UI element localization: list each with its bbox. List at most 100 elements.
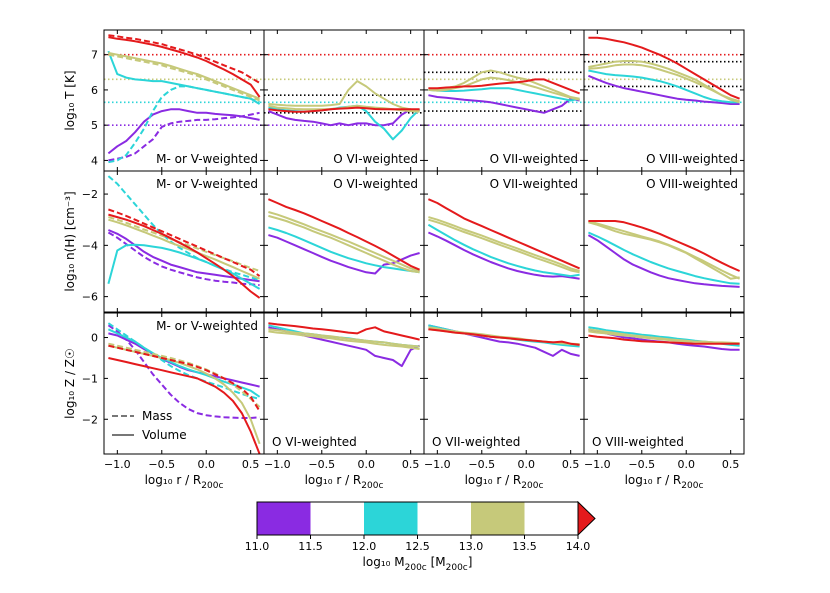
- x-axis-label: log₁₀ r / R200c: [465, 473, 544, 491]
- panel-label: O VII-weighted: [490, 177, 578, 191]
- series-line: [108, 213, 261, 299]
- x-tick-label: 0.0: [357, 458, 375, 471]
- colorbar-bin: [257, 502, 311, 535]
- series-line: [427, 231, 580, 280]
- y-tick-label: 6: [91, 84, 98, 97]
- series-line: [107, 322, 260, 400]
- series-line: [108, 342, 261, 408]
- colorbar-tick-label: 14.0: [566, 540, 591, 553]
- series-line: [588, 220, 741, 280]
- panel: −1.0 −0.5 0.0 0.5 O VII-weighted: [423, 312, 585, 471]
- panel: O VI-weighted: [263, 170, 425, 313]
- series-line: [107, 108, 260, 155]
- y-tick-label: −2: [82, 188, 98, 201]
- x-tick-label: −1.0: [264, 458, 291, 471]
- colorbar-label-main: log₁₀ M: [363, 555, 405, 569]
- y-tick-label: −1: [82, 372, 98, 385]
- series-line: [588, 63, 740, 103]
- panel-label: O VIII-weighted: [646, 152, 738, 166]
- panel-label: M- or V-weighted: [156, 319, 258, 333]
- series-line: [428, 76, 580, 101]
- panel-frame: [423, 312, 585, 455]
- series-line: [108, 51, 260, 100]
- x-tick-label: −0.5: [308, 458, 335, 471]
- x-tick-label: −1.0: [424, 458, 451, 471]
- series-line: [108, 111, 260, 162]
- colorbar-tick-label: 12.0: [352, 540, 377, 553]
- colorbar-bin: [364, 502, 418, 535]
- y-tick-label: 7: [91, 49, 98, 62]
- series-line: [108, 332, 260, 388]
- x-tick-label: 0.5: [562, 458, 580, 471]
- panel: O VII-weighted: [423, 170, 585, 313]
- series-line: [108, 344, 261, 445]
- series-line: [587, 231, 740, 285]
- series-line: [428, 218, 580, 274]
- x-tick-label: −1.0: [584, 458, 611, 471]
- series-line: [428, 94, 580, 114]
- y-tick-label: 0: [91, 332, 98, 345]
- x-axis-label-main: log₁₀ r / R: [145, 473, 202, 487]
- series-line: [268, 108, 420, 127]
- x-tick-label: 0.5: [242, 458, 260, 471]
- panel: 4 5 6 7 M- or V-weighted: [91, 29, 265, 172]
- x-tick-label: 0.0: [677, 458, 695, 471]
- series-line: [428, 78, 580, 95]
- panel-frame: [263, 29, 425, 172]
- panel-label: M- or V-weighted: [156, 152, 258, 166]
- series-line: [108, 53, 260, 102]
- colorbar-label-unit-sub: 200c: [446, 563, 468, 573]
- panel: O VIII-weighted: [583, 170, 745, 313]
- series-line: [427, 223, 580, 278]
- x-axis-label-sub: 200c: [681, 481, 703, 491]
- series-line: [108, 208, 261, 277]
- colorbar-label: log₁₀ M200c [M200c]: [363, 555, 473, 573]
- colorbar-bin: [471, 502, 525, 535]
- x-axis-label-sub: 200c: [201, 481, 223, 491]
- x-axis-label-main: log₁₀ r / R: [465, 473, 522, 487]
- legend-volume-label: Volume: [142, 428, 187, 442]
- series-line: [588, 220, 741, 272]
- x-axis-label-main: log₁₀ r / R: [305, 473, 362, 487]
- x-axis-label-sub: 200c: [361, 481, 383, 491]
- panel-label: O VII-weighted: [432, 435, 520, 449]
- series-line: [268, 226, 420, 274]
- series-line: [587, 234, 740, 288]
- colorbar-label-end: ]: [468, 555, 473, 569]
- colorbar-extension: [577, 500, 596, 537]
- panel: −2 −4 −6 M- or V-weighted: [82, 170, 265, 313]
- panel-label: O VII-weighted: [490, 152, 578, 166]
- panel-frame: [423, 29, 585, 172]
- x-axis-label: log₁₀ r / R200c: [305, 473, 384, 491]
- series-line: [268, 234, 420, 275]
- series-line: [268, 211, 420, 272]
- colorbar-label-unit: [M: [427, 555, 446, 569]
- x-axis-label-sub: 200c: [521, 481, 543, 491]
- colorbar-label-sub: 200c: [405, 563, 427, 573]
- series-line: [268, 322, 420, 341]
- x-tick-label: 0.5: [722, 458, 740, 471]
- series-line: [268, 330, 420, 350]
- x-tick-label: 0.0: [517, 458, 535, 471]
- series-line: [268, 214, 420, 274]
- panel: O VII-weighted: [423, 29, 585, 172]
- series-line: [108, 357, 261, 454]
- series-line: [107, 243, 261, 290]
- panel-label: O VIII-weighted: [592, 435, 684, 449]
- series-line: [428, 328, 580, 346]
- series-line: [108, 34, 261, 84]
- panel: O VI-weighted: [263, 29, 425, 172]
- series-line: [108, 85, 260, 164]
- y-axis-label: log₁₀ n(H) [cm⁻³]: [63, 191, 77, 291]
- panel-label: O VI-weighted: [272, 435, 357, 449]
- panel-frame: [583, 312, 745, 455]
- panel-label: O VIII-weighted: [646, 177, 738, 191]
- panel: −1.0 −0.5 0.0 0.5 O VI-weighted: [263, 312, 425, 471]
- x-axis-label: log₁₀ r / R200c: [625, 473, 704, 491]
- x-axis-label-main: log₁₀ r / R: [625, 473, 682, 487]
- series-line: [588, 330, 740, 345]
- x-tick-label: 0.5: [402, 458, 420, 471]
- y-tick-label: 4: [91, 154, 98, 167]
- series-line: [588, 69, 740, 104]
- colorbar-tick-label: 11.0: [245, 540, 270, 553]
